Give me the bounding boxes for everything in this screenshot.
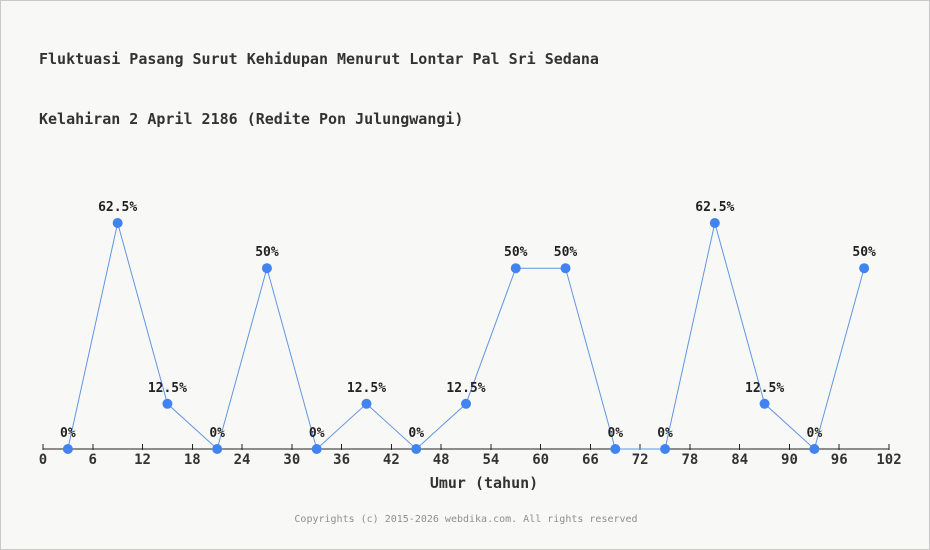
chart-title: Fluktuasi Pasang Surut Kehidupan Menurut… bbox=[39, 9, 599, 169]
data-point bbox=[461, 398, 471, 409]
data-point-label: 0% bbox=[657, 426, 673, 441]
x-tick-label: 48 bbox=[433, 452, 450, 468]
x-tick-label: 6 bbox=[89, 452, 97, 468]
x-tick-label: 84 bbox=[731, 452, 748, 468]
data-point bbox=[660, 444, 671, 454]
data-point-label: 50% bbox=[852, 245, 876, 260]
data-point-label: 62.5% bbox=[98, 200, 137, 215]
x-tick-label: 30 bbox=[283, 452, 300, 468]
data-point bbox=[809, 444, 820, 454]
data-point-label: 12.5% bbox=[347, 381, 386, 396]
data-point-label: 50% bbox=[255, 245, 279, 260]
data-point bbox=[112, 218, 123, 228]
data-point-label: 50% bbox=[554, 245, 578, 260]
x-tick-label: 36 bbox=[333, 452, 350, 468]
data-point bbox=[212, 444, 223, 454]
data-point-label: 0% bbox=[60, 426, 76, 441]
data-point bbox=[759, 398, 770, 409]
data-point-label: 12.5% bbox=[446, 381, 485, 396]
data-point-label: 0% bbox=[209, 426, 225, 441]
chart-title-line1: Fluktuasi Pasang Surut Kehidupan Menurut… bbox=[39, 50, 599, 68]
x-tick-label: 102 bbox=[876, 452, 901, 468]
x-tick-label: 60 bbox=[532, 452, 549, 468]
x-tick-label: 24 bbox=[234, 452, 251, 468]
data-point-label: 50% bbox=[504, 245, 528, 260]
data-point bbox=[859, 263, 870, 274]
data-line bbox=[67, 222, 865, 450]
data-point bbox=[510, 263, 521, 274]
data-point-label: 12.5% bbox=[745, 381, 784, 396]
data-point bbox=[411, 444, 422, 454]
x-tick-label: 42 bbox=[383, 452, 400, 468]
data-point bbox=[261, 263, 272, 274]
x-tick-label: 96 bbox=[831, 452, 848, 468]
x-tick-label: 0 bbox=[39, 452, 47, 468]
data-point bbox=[361, 398, 372, 409]
data-point-label: 0% bbox=[309, 426, 325, 441]
x-tick-label: 54 bbox=[482, 452, 499, 468]
x-tick-label: 72 bbox=[632, 452, 649, 468]
data-point-label: 0% bbox=[807, 426, 823, 441]
x-tick-label: 12 bbox=[134, 452, 151, 468]
x-tick-label: 90 bbox=[781, 452, 798, 468]
x-tick-label: 18 bbox=[184, 452, 201, 468]
data-point bbox=[610, 444, 621, 454]
data-point bbox=[311, 444, 322, 454]
chart-title-line2: Kelahiran 2 April 2186 (Redite Pon Julun… bbox=[39, 110, 464, 128]
x-tick-label: 78 bbox=[682, 452, 699, 468]
x-tick-label: 66 bbox=[582, 452, 599, 468]
data-point-label: 62.5% bbox=[695, 200, 734, 215]
data-point-label: 0% bbox=[607, 426, 623, 441]
data-point-label: 0% bbox=[408, 426, 424, 441]
data-point bbox=[709, 218, 720, 228]
copyright-text: Copyrights (c) 2015-2026 webdika.com. Al… bbox=[294, 514, 638, 525]
data-point bbox=[560, 263, 571, 274]
data-point-label: 12.5% bbox=[148, 381, 187, 396]
data-point bbox=[62, 444, 73, 454]
x-axis-title: Umur (tahun) bbox=[429, 474, 539, 492]
data-point bbox=[162, 398, 173, 409]
